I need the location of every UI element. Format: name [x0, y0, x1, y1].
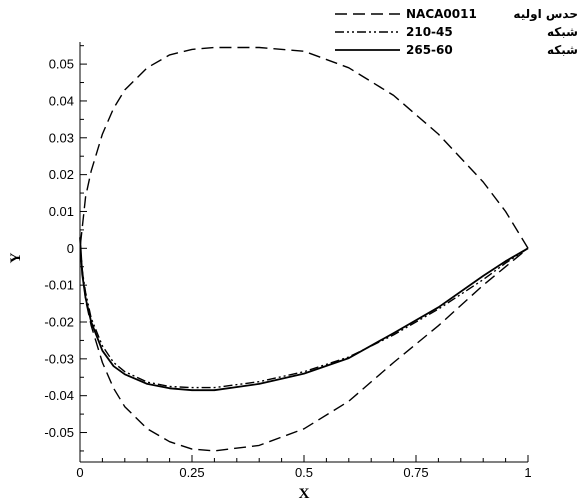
y-tick-label: 0	[67, 241, 74, 256]
plot-area: 0 0.25 0.5 0.75 1 0.05 0.04 0.03 0.02 0.01 0 -0.01…	[44, 42, 532, 480]
legend-code: 210-45	[406, 25, 453, 39]
y-ticks: 0.05 0.04 0.03 0.02 0.01 0 -0.01 -0.02 -0.03 -0.0…	[44, 45, 87, 452]
legend-code: NACA0011	[406, 7, 477, 21]
series-line-2	[79, 240, 529, 389]
y-tick-label: 0.01	[49, 204, 74, 219]
curves	[79, 46, 529, 452]
y-tick-label: 0.03	[49, 130, 74, 145]
y-tick-label: 0.05	[49, 57, 74, 72]
x-axis-title: X	[299, 486, 310, 502]
x-tick-label: 0	[76, 465, 83, 480]
y-tick-label: -0.01	[44, 278, 74, 293]
legend-prefix: شبکه	[547, 25, 578, 39]
y-tick-label: 0.02	[49, 167, 74, 182]
x-tick-label: 0.5	[295, 465, 313, 480]
y-axis-title: Y	[8, 252, 24, 263]
y-tick-label: -0.02	[44, 315, 74, 330]
legend-prefix: شبکه	[547, 43, 578, 57]
x-ticks: 0 0.25 0.5 0.75 1	[76, 455, 532, 480]
y-tick-label: -0.05	[44, 425, 74, 440]
legend: NACA0011 حدس اولیه 210-45 شبکه 265-60 شبکه	[335, 7, 578, 57]
legend-prefix: حدس اولیه	[513, 7, 578, 22]
legend-code: 265-60	[406, 43, 453, 57]
y-tick-label: -0.04	[44, 388, 74, 403]
series-line-1	[79, 46, 529, 452]
x-tick-label: 0.75	[403, 465, 428, 480]
series-line-3	[79, 237, 529, 392]
x-tick-label: 1	[524, 465, 531, 480]
x-tick-label: 0.25	[179, 465, 204, 480]
y-tick-label: 0.04	[49, 93, 74, 108]
y-tick-label: -0.03	[44, 351, 74, 366]
